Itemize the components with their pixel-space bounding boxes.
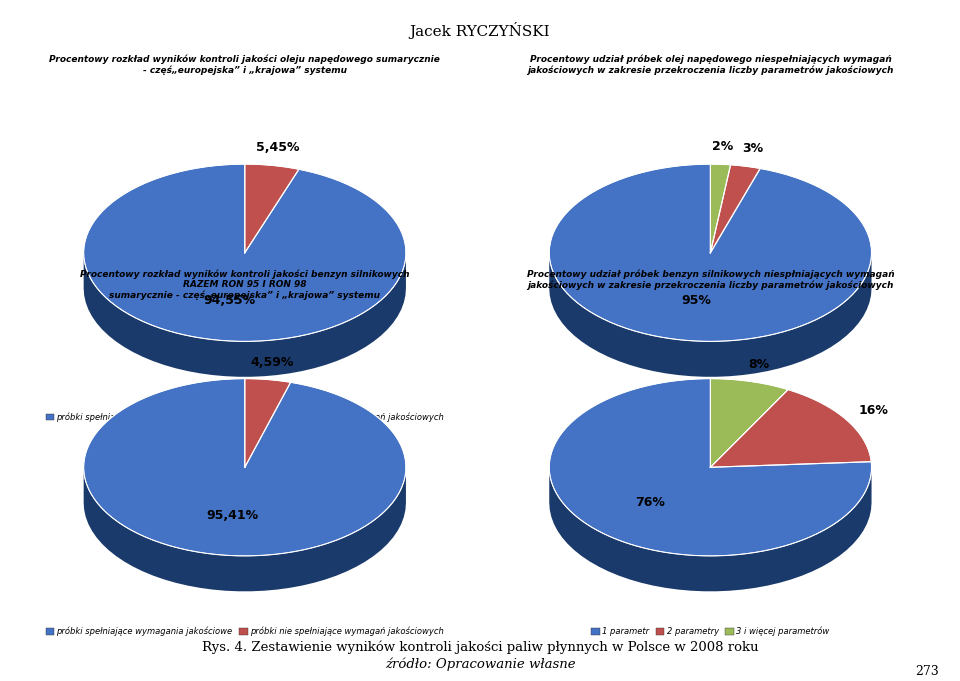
- Polygon shape: [710, 390, 872, 467]
- Text: Procentowy rozkład wyników kontroli jakości oleju napędowego sumarycznie
- częś„: Procentowy rozkład wyników kontroli jako…: [49, 54, 441, 75]
- Text: źródło: Opracowanie własne: źródło: Opracowanie własne: [385, 657, 575, 671]
- Text: 95,41%: 95,41%: [206, 509, 258, 522]
- Polygon shape: [84, 467, 406, 591]
- Text: Jacek RYCZYŃSKI: Jacek RYCZYŃSKI: [410, 22, 550, 39]
- Polygon shape: [710, 164, 731, 253]
- Polygon shape: [245, 164, 299, 253]
- Polygon shape: [84, 253, 406, 377]
- Text: Procentowy rozkład wyników kontroli jakości benzyn silnikowych
RAZEM RON 95 I RO: Procentowy rozkład wyników kontroli jako…: [80, 269, 410, 300]
- Text: 8%: 8%: [748, 358, 769, 370]
- Text: 3%: 3%: [742, 142, 763, 155]
- Legend: próbki spełniające wymagania jakościowe, próbki nie spełniające wymagań jakościo: próbki spełniające wymagania jakościowe,…: [42, 624, 447, 639]
- Text: 5,45%: 5,45%: [256, 142, 300, 155]
- Text: Procentowy udział próbek benzyn silnikowych niespłniających wymagań
jakościowych: Procentowy udział próbek benzyn silnikow…: [527, 269, 894, 289]
- Polygon shape: [84, 379, 406, 556]
- Polygon shape: [549, 379, 872, 556]
- Polygon shape: [549, 253, 872, 377]
- Legend: 1 parametr, 2 parametry, 3 i więcej parametrów: 1 parametr, 2 parametry, 3 i więcej para…: [588, 409, 833, 425]
- Text: 95%: 95%: [682, 294, 711, 307]
- Text: 2%: 2%: [712, 140, 733, 153]
- Text: 94,55%: 94,55%: [204, 294, 255, 307]
- Text: 16%: 16%: [859, 404, 889, 417]
- Text: 4,59%: 4,59%: [251, 355, 295, 368]
- Text: 76%: 76%: [635, 496, 664, 509]
- Polygon shape: [710, 165, 760, 253]
- Legend: próbki spełniające wymagania jakościowe, próbki nie spełniające wymagań jakościo: próbki spełniające wymagania jakościowe,…: [42, 409, 447, 425]
- Text: Procentowy udział próbek olej napędowego niespеłniających wymagań
jakościowych w: Procentowy udział próbek olej napędowego…: [527, 54, 894, 75]
- Text: 273: 273: [915, 665, 939, 678]
- Polygon shape: [710, 379, 788, 467]
- Legend: 1 parametr, 2 parametry, 3 i więcej parametrów: 1 parametr, 2 parametry, 3 i więcej para…: [588, 624, 833, 639]
- Text: Rys. 4. Zestawienie wyników kontroli jakości paliw płynnych w Polsce w 2008 roku: Rys. 4. Zestawienie wyników kontroli jak…: [202, 640, 758, 654]
- Polygon shape: [84, 164, 406, 341]
- Polygon shape: [245, 379, 291, 467]
- Polygon shape: [549, 467, 872, 591]
- Polygon shape: [549, 164, 872, 341]
